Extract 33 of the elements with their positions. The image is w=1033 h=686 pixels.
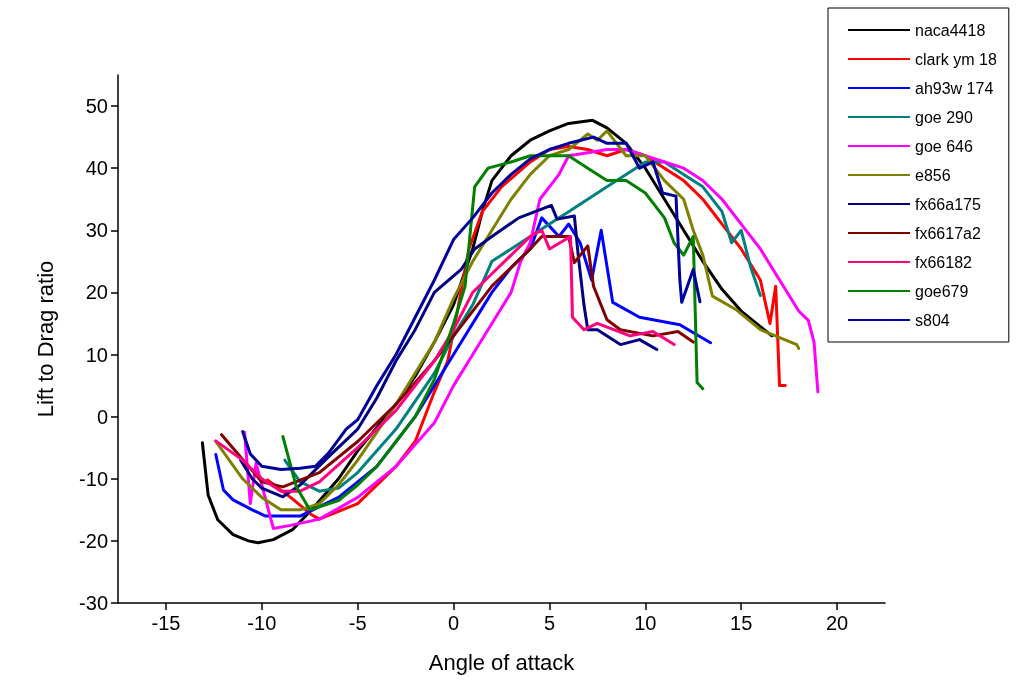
x-axis-title: Angle of attack [428, 649, 576, 675]
x-tick-label: -15 [151, 612, 181, 634]
y-tick-label: 40 [85, 157, 108, 180]
legend-label: fx6617a2 [915, 224, 981, 242]
legend-label: ah93w 174 [915, 79, 994, 97]
legend-label: goe679 [915, 282, 969, 300]
legend-label: goe 646 [915, 137, 973, 155]
line-series [241, 135, 702, 471]
y-tick-label: 50 [85, 95, 108, 118]
x-tick-label: 20 [825, 612, 849, 634]
x-tick-label: 15 [730, 612, 753, 634]
legend-label: naca4418 [915, 21, 986, 39]
line-series [281, 154, 705, 512]
x-tick-label: -5 [348, 612, 367, 634]
y-tick-label: 20 [85, 281, 108, 304]
y-tick-label: -30 [79, 592, 108, 614]
x-tick-label: 0 [448, 612, 460, 634]
y-tick-label: 10 [85, 343, 108, 366]
y-tick-label: -10 [79, 467, 108, 490]
line-series [239, 203, 659, 499]
legend-label: goe 290 [915, 108, 973, 126]
legend-label: s804 [915, 311, 950, 329]
legend-label: fx66182 [915, 253, 973, 271]
x-tick-label: 10 [634, 612, 657, 634]
x-tick-label: 5 [543, 612, 555, 634]
legend-label: fx66a175 [915, 195, 981, 213]
legend-label: e856 [915, 166, 951, 184]
y-tick-label: -20 [79, 529, 108, 552]
y-tick-label: 0 [96, 405, 108, 428]
legend-label: clark ym 18 [915, 50, 997, 68]
y-tick-label: 30 [85, 219, 108, 242]
x-tick-label: -10 [247, 612, 277, 634]
y-axis-title: Lift to Drag ratio [32, 260, 58, 418]
